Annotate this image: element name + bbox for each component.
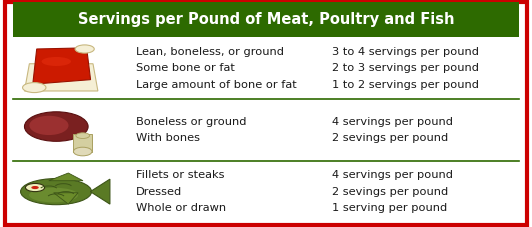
Circle shape: [22, 83, 46, 93]
Ellipse shape: [29, 116, 69, 135]
Polygon shape: [24, 64, 98, 91]
Ellipse shape: [29, 188, 78, 202]
Polygon shape: [54, 193, 78, 204]
Text: 4 servings per pound: 4 servings per pound: [332, 170, 453, 180]
Ellipse shape: [41, 57, 71, 66]
Text: 2 to 3 servings per pound: 2 to 3 servings per pound: [332, 63, 479, 73]
Text: 4 servings per pound: 4 servings per pound: [332, 117, 453, 127]
Circle shape: [31, 186, 39, 189]
Text: 3 to 4 servings per pound: 3 to 4 servings per pound: [332, 47, 479, 57]
Text: 2 sevings per pound: 2 sevings per pound: [332, 133, 449, 143]
Bar: [13, 2, 519, 37]
Text: 2 sevings per pound: 2 sevings per pound: [332, 187, 449, 197]
Text: Boneless or ground: Boneless or ground: [136, 117, 246, 127]
Polygon shape: [49, 173, 83, 181]
Text: Lean, boneless, or ground: Lean, boneless, or ground: [136, 47, 284, 57]
Text: Whole or drawn: Whole or drawn: [136, 203, 226, 213]
Text: Large amount of bone or fat: Large amount of bone or fat: [136, 80, 296, 90]
Polygon shape: [33, 48, 90, 84]
Text: Some bone or fat: Some bone or fat: [136, 63, 235, 73]
Text: 1 serving per pound: 1 serving per pound: [332, 203, 448, 213]
Bar: [73, 134, 92, 152]
Ellipse shape: [76, 133, 89, 138]
Text: Dressed: Dressed: [136, 187, 182, 197]
Polygon shape: [90, 179, 110, 204]
Ellipse shape: [73, 147, 92, 156]
Text: Fillets or steaks: Fillets or steaks: [136, 170, 224, 180]
Circle shape: [75, 45, 94, 53]
Text: Servings per Pound of Meat, Poultry and Fish: Servings per Pound of Meat, Poultry and …: [78, 12, 454, 27]
Text: 1 to 2 servings per pound: 1 to 2 servings per pound: [332, 80, 479, 90]
Circle shape: [26, 183, 45, 192]
Ellipse shape: [24, 112, 88, 141]
Ellipse shape: [21, 179, 92, 205]
Text: With bones: With bones: [136, 133, 200, 143]
